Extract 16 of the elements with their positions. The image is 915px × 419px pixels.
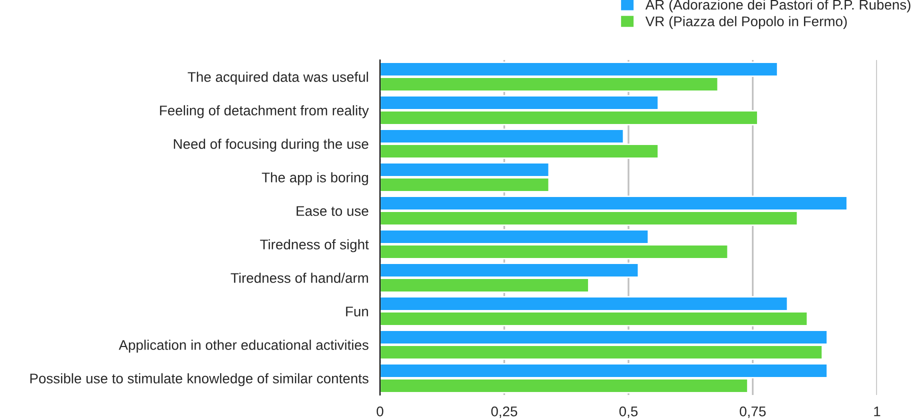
y-tick-label: Need of focusing during the use bbox=[174, 138, 368, 152]
y-tick-label: Tiredness of sight bbox=[260, 239, 369, 252]
x-tick-label: 0,25 bbox=[491, 406, 518, 418]
y-tick-label: Fun bbox=[346, 306, 368, 316]
x-tick-label: 0,5 bbox=[619, 406, 638, 418]
x-tick-label: 1 bbox=[874, 406, 880, 416]
legend-label: VR (Piazza del Popolo in Fermo) bbox=[645, 16, 847, 30]
y-tick-label: Application in other educational activities bbox=[118, 340, 368, 353]
y-tick-label: The app is boring bbox=[262, 172, 368, 186]
y-tick-label: The acquired data was useful bbox=[188, 72, 368, 85]
y-tick-label: Possible use to stimulate knowledge of similar contents bbox=[30, 373, 368, 386]
y-tick-label: Feeling of detachment from reality bbox=[160, 105, 369, 118]
x-tick-label: 0,75 bbox=[740, 406, 766, 418]
x-tick-label: 0 bbox=[376, 406, 384, 416]
y-tick-label: Tiredness of hand/arm bbox=[230, 272, 368, 283]
y-tick-label: Ease to use bbox=[296, 206, 368, 216]
